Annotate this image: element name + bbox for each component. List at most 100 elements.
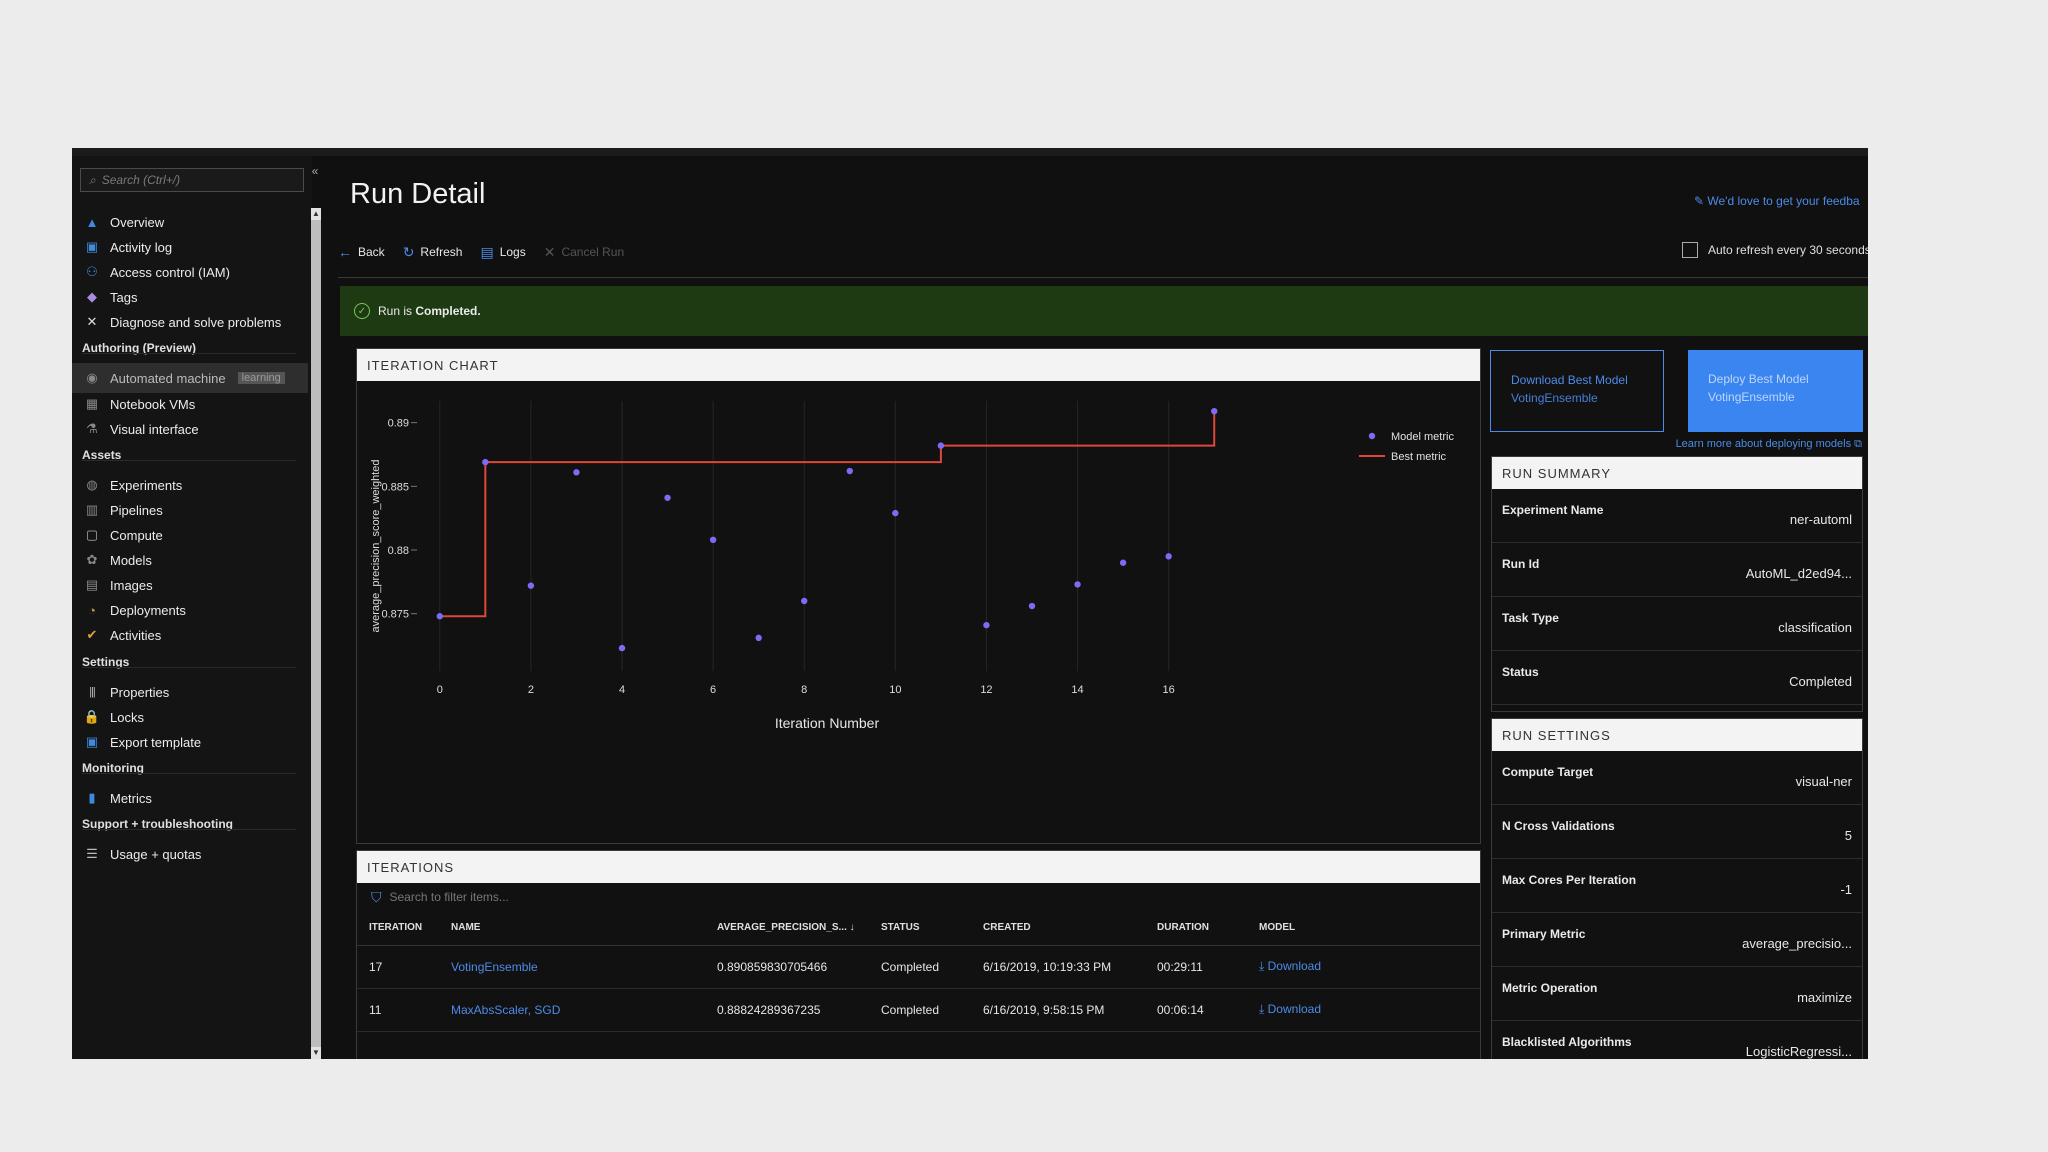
sidebar-item-label: Deployments bbox=[110, 602, 186, 618]
auto-refresh-checkbox[interactable]: Auto refresh every 30 seconds bbox=[1682, 242, 1868, 258]
sidebar-item-activity-log[interactable]: ▣ Activity log bbox=[72, 232, 308, 262]
properties-icon: ||| bbox=[89, 686, 96, 698]
sidebar-item-export-template[interactable]: ▣ Export template bbox=[72, 727, 308, 757]
sidebar-search-input[interactable]: ⌕ Search (Ctrl+/) bbox=[80, 168, 304, 192]
cell-name[interactable]: VotingEnsemble bbox=[439, 945, 705, 989]
iterations-filter-input[interactable]: ⛉ Search to filter items... bbox=[357, 883, 1480, 911]
auto-refresh-label: Auto refresh every 30 seconds bbox=[1708, 243, 1868, 257]
cell-created: 6/16/2019, 10:19:33 PM bbox=[971, 945, 1145, 989]
visual-interface-icon: ⚗ bbox=[86, 421, 98, 436]
column-header[interactable]: CREATED bbox=[971, 911, 1145, 946]
cell-metric: 0.88824289367235 bbox=[705, 988, 869, 1032]
learn-more-link[interactable]: Learn more about deploying models ⧉ bbox=[1490, 438, 1862, 451]
y-tick-label: 0.88 bbox=[388, 545, 409, 557]
model-metric-point bbox=[983, 621, 990, 629]
sidebar-section-heading: Monitoring bbox=[82, 761, 144, 775]
iteration-chart-title: ITERATION CHART bbox=[357, 349, 1480, 381]
sidebar-item-images[interactable]: ▤ Images bbox=[72, 570, 308, 600]
deploy-best-model-label: Deploy Best Model bbox=[1708, 372, 1809, 386]
sidebar-item-label: Pipelines bbox=[110, 502, 163, 518]
compute-icon: ▢ bbox=[85, 527, 99, 542]
download-best-model-name: VotingEnsemble bbox=[1511, 391, 1598, 405]
column-header[interactable]: STATUS bbox=[869, 911, 971, 946]
feedback-link[interactable]: ✎ We'd love to get your feedba bbox=[1694, 194, 1860, 208]
filter-placeholder: Search to filter items... bbox=[389, 890, 509, 904]
column-header[interactable]: NAME bbox=[439, 911, 705, 946]
sidebar-item-experiments[interactable]: ◍ Experiments bbox=[72, 470, 308, 500]
scroll-down-icon[interactable]: ▼ bbox=[311, 1047, 321, 1059]
usage-icon: ☰ bbox=[86, 846, 98, 861]
cell-name[interactable]: MaxAbsScaler, SGD bbox=[439, 988, 705, 1032]
deployments-icon: ◔ bbox=[88, 602, 96, 618]
export-template-icon: ▣ bbox=[85, 734, 99, 749]
y-tick-label: 0.875 bbox=[381, 609, 409, 621]
cell-model[interactable]: ⤓ Download bbox=[1247, 988, 1480, 1032]
refresh-button[interactable]: ↻ Refresh bbox=[403, 240, 463, 264]
best-metric-line bbox=[439, 411, 1216, 618]
column-header[interactable]: MODEL bbox=[1247, 911, 1480, 946]
cancel-run-button[interactable]: ✕ Cancel Run bbox=[544, 240, 624, 264]
sidebar-item-models[interactable]: ✿ Models bbox=[72, 545, 308, 575]
run-settings-row: Metric Operation maximize bbox=[1492, 967, 1862, 1021]
model-metric-point bbox=[937, 442, 945, 449]
automl-icon: ◉ bbox=[86, 370, 98, 385]
sidebar-section-heading: Authoring (Preview) bbox=[82, 341, 197, 355]
table-row[interactable]: 17 VotingEnsemble 0.890859830705466 Complet… bbox=[357, 945, 1480, 989]
table-row[interactable]: 11 MaxAbsScaler, SGD 0.88824289367235 Compl… bbox=[357, 988, 1480, 1032]
refresh-icon: ↻ bbox=[402, 243, 415, 260]
divider bbox=[82, 353, 296, 354]
status-prefix: Run is bbox=[378, 304, 416, 318]
model-metric-point bbox=[1074, 581, 1081, 588]
sidebar-item-properties[interactable]: ||| Properties bbox=[72, 677, 308, 707]
run-settings-value: maximize bbox=[1797, 990, 1852, 1005]
run-settings-panel: RUN SETTINGS Compute Target visual-ner N C… bbox=[1491, 718, 1863, 1059]
scroll-up-icon[interactable]: ▲ bbox=[311, 208, 321, 220]
model-metric-point bbox=[755, 634, 762, 642]
x-tick-label: 6 bbox=[710, 684, 716, 696]
deploy-best-model-button[interactable]: Deploy Best Model VotingEnsemble bbox=[1688, 350, 1863, 432]
pipelines-icon: ▥ bbox=[85, 502, 99, 517]
sidebar-item-automated-machine[interactable]: ◉ Automated machine learning bbox=[72, 363, 308, 393]
check-circle-icon: ✓ bbox=[354, 303, 370, 319]
x-tick-label: 8 bbox=[801, 684, 807, 696]
sidebar-item-pipelines[interactable]: ▥ Pipelines bbox=[72, 495, 308, 525]
run-summary-panel: RUN SUMMARY Experiment Name ner-automl Run… bbox=[1491, 456, 1863, 712]
model-metric-point bbox=[1211, 407, 1218, 415]
x-tick-label: 10 bbox=[889, 684, 901, 696]
cell-model[interactable]: ⤓ Download bbox=[1247, 945, 1480, 989]
download-best-model-button[interactable]: Download Best Model VotingEnsemble bbox=[1490, 350, 1664, 432]
checkbox-box[interactable] bbox=[1682, 242, 1698, 258]
sidebar-item-usage-quotas[interactable]: ☰ Usage + quotas bbox=[72, 839, 308, 869]
run-settings-key: Compute Target bbox=[1502, 765, 1594, 779]
collapse-sidebar-button[interactable]: « bbox=[311, 164, 319, 178]
run-summary-key: Run Id bbox=[1502, 557, 1540, 571]
sidebar-item-locks[interactable]: 🔒 Locks bbox=[72, 702, 308, 732]
table-header-row: ITERATION NAME AVERAGE_PRECISION_S... ↓ STA… bbox=[357, 911, 1480, 946]
sidebar-scrollbar[interactable]: ▲ ▼ bbox=[311, 208, 321, 1059]
cell-iteration: 17 bbox=[357, 945, 439, 989]
metrics-icon: ▮ bbox=[88, 790, 96, 805]
sidebar-item-tags[interactable]: ◆ Tags bbox=[72, 282, 308, 312]
sidebar-item-overview[interactable]: ▲ Overview bbox=[72, 207, 308, 237]
sidebar-item-metrics[interactable]: ▮ Metrics bbox=[72, 783, 308, 813]
sidebar-item-compute[interactable]: ▢ Compute bbox=[72, 520, 308, 550]
chart-background bbox=[357, 381, 1480, 843]
download-link-label: Download bbox=[1267, 1002, 1322, 1016]
sidebar-section-heading: Support + troubleshooting bbox=[82, 817, 233, 831]
sidebar-item-activities[interactable]: ✔ Activities bbox=[72, 620, 308, 650]
column-header[interactable]: ITERATION bbox=[357, 911, 439, 946]
back-button[interactable]: ← Back bbox=[338, 240, 385, 264]
column-header[interactable]: DURATION bbox=[1145, 911, 1247, 946]
download-icon: ⤓ bbox=[1259, 959, 1268, 973]
filter-icon: ⛉ bbox=[371, 888, 382, 905]
sidebar-item-visual-interface[interactable]: ⚗ Visual interface bbox=[72, 414, 308, 444]
logs-button[interactable]: ▤ Logs bbox=[480, 240, 525, 264]
run-settings-row: N Cross Validations 5 bbox=[1492, 805, 1862, 859]
sidebar-item-access-control-iam[interactable]: ⚇ Access control (IAM) bbox=[72, 257, 308, 287]
sidebar-item-deployments[interactable]: ◔ Deployments bbox=[72, 595, 308, 625]
sidebar-item-notebook-vms[interactable]: ▦ Notebook VMs bbox=[72, 389, 308, 419]
x-tick-label: 4 bbox=[619, 684, 625, 696]
column-header[interactable]: AVERAGE_PRECISION_S... ↓ bbox=[705, 911, 869, 946]
model-metric-point bbox=[482, 458, 489, 466]
sidebar-item-diagnose-and-solve-problems[interactable]: ✕ Diagnose and solve problems bbox=[72, 307, 308, 337]
